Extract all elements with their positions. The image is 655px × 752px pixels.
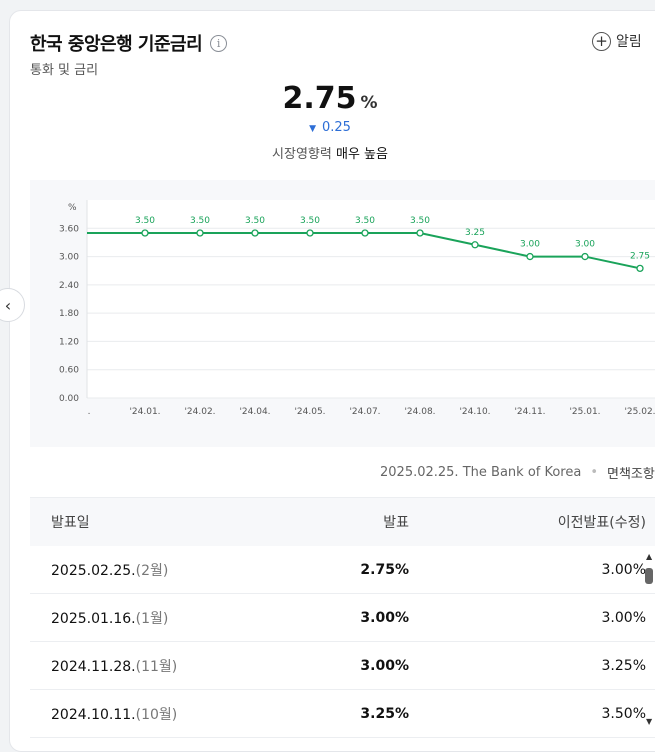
data-point <box>361 229 369 237</box>
row-date: 2024.11.28. <box>51 658 136 675</box>
y-tick-label: 0.00 <box>59 394 79 404</box>
row-prev: 3.25% <box>601 657 646 674</box>
title-row: 한국 중앙은행 기준금리 i <box>30 30 228 56</box>
data-label: 3.00 <box>520 240 540 250</box>
x-tick-label: '24.10. <box>459 407 490 417</box>
change-indicator: ▼ 0.25 <box>10 120 650 135</box>
data-point <box>251 229 259 237</box>
data-label: 3.50 <box>355 216 375 226</box>
x-tick-label: '24.01. <box>129 407 160 417</box>
row-month: (11월) <box>135 658 178 675</box>
market-impact: 시장영향력 매우 높음 <box>10 143 650 162</box>
data-point <box>306 229 314 237</box>
alarm-button[interactable]: + 알림 <box>592 31 642 51</box>
scroll-down-icon[interactable]: ▼ <box>646 717 653 726</box>
x-tick-label: '24.07. <box>349 407 380 417</box>
source-date: 2025.02.25. <box>380 465 459 480</box>
scroll-thumb[interactable] <box>645 568 653 584</box>
source-provider: The Bank of Korea <box>462 465 582 480</box>
announcement-table: 발표일 발표 이전발표(수정) 2025.02.25.(2월) 2.75% 3.… <box>30 497 655 738</box>
x-tick-label: '25.02. <box>624 407 655 417</box>
y-unit-label: % <box>68 203 77 213</box>
row-date: 2024.10.11. <box>51 706 136 723</box>
data-point <box>526 252 534 261</box>
table-row: 2024.11.28.(11월) 3.00% 3.25% <box>30 642 655 690</box>
scroll-up-icon[interactable]: ▲ <box>646 552 653 561</box>
scrollbar[interactable]: ▲ ▼ <box>644 552 655 732</box>
row-prev: 3.50% <box>601 705 646 722</box>
table-row: 2025.01.16.(1월) 3.00% 3.00% <box>30 594 655 642</box>
y-tick-label: 3.00 <box>59 253 79 263</box>
chart-area: % 0.00 0.60 1.20 1.80 2.40 3.00 3.60. '24.01. '24… <box>30 180 655 447</box>
row-value: 3.25% <box>360 705 409 722</box>
header-value: 발표 <box>383 515 409 531</box>
disclaimer-link[interactable]: 면책조항 <box>607 467 655 482</box>
data-label: 3.50 <box>410 216 430 226</box>
x-tick-label: . <box>88 407 91 417</box>
impact-value: 매우 높음 <box>335 147 388 162</box>
row-prev: 3.00% <box>601 609 646 626</box>
source-row: 2025.02.25. The Bank of Korea • 면책조항 i <box>380 463 655 482</box>
header-date: 발표일 <box>51 515 90 531</box>
data-label: 3.50 <box>300 216 320 226</box>
value-unit: % <box>360 93 378 113</box>
data-label: 2.75 <box>630 251 650 261</box>
impact-label: 시장영향력 <box>272 147 332 162</box>
row-value: 3.00% <box>360 657 409 674</box>
data-point <box>581 252 589 261</box>
data-point <box>141 229 149 237</box>
data-point <box>416 229 424 237</box>
data-point <box>471 241 479 249</box>
y-tick-label: 1.80 <box>59 309 79 319</box>
row-date: 2025.01.16. <box>51 610 136 627</box>
header-prev: 이전발표(수정) <box>557 515 646 531</box>
row-month: (1월) <box>135 610 169 627</box>
x-tick-label: '25.01. <box>569 407 600 417</box>
data-label: 3.25 <box>465 228 485 238</box>
rate-card: 한국 중앙은행 기준금리 i 통화 및 금리 + 알림 2.75% ▼ 0.25 … <box>9 10 655 752</box>
row-month: (10월) <box>135 706 178 723</box>
row-month: (2월) <box>135 562 169 579</box>
data-label: 3.50 <box>135 216 155 226</box>
table-row: 2024.10.11.(10월) 3.25% 3.50% <box>30 690 655 738</box>
x-tick-label: '24.04. <box>239 407 270 417</box>
plot-background <box>87 200 655 398</box>
y-tick-label: 1.20 <box>59 337 79 347</box>
x-tick-label: '24.08. <box>404 407 435 417</box>
table-header: 발표일 발표 이전발표(수정) <box>30 497 655 546</box>
row-prev: 3.00% <box>601 561 646 578</box>
down-triangle-icon: ▼ <box>309 124 316 134</box>
x-tick-label: '24.05. <box>294 407 325 417</box>
value-number: 2.75 <box>282 81 357 116</box>
data-point <box>196 229 204 237</box>
row-date: 2025.02.25. <box>51 562 136 579</box>
alarm-label: 알림 <box>616 34 642 50</box>
line-chart: % 0.00 0.60 1.20 1.80 2.40 3.00 3.60. '24.01. '24… <box>59 200 655 417</box>
data-label: 3.00 <box>575 240 595 250</box>
current-value: 2.75% <box>10 81 650 116</box>
page-title: 한국 중앙은행 기준금리 <box>30 34 203 55</box>
separator-dot: • <box>590 465 599 480</box>
data-label: 3.50 <box>245 216 265 226</box>
data-point <box>636 264 644 273</box>
table-row: 2025.02.25.(2월) 2.75% 3.00% <box>30 546 655 594</box>
info-icon[interactable]: i <box>210 34 228 52</box>
row-value: 2.75% <box>360 561 409 578</box>
y-tick-label: 2.40 <box>59 281 79 291</box>
x-tick-label: '24.02. <box>184 407 215 417</box>
x-tick-label: '24.11. <box>514 407 545 417</box>
plus-icon: + <box>592 31 611 51</box>
row-value: 3.00% <box>360 609 409 626</box>
data-label: 3.50 <box>190 216 210 226</box>
y-tick-label: 3.60 <box>59 224 79 234</box>
category-subtitle: 통화 및 금리 <box>30 63 99 78</box>
y-tick-label: 0.60 <box>59 366 79 376</box>
change-value: 0.25 <box>321 120 351 135</box>
